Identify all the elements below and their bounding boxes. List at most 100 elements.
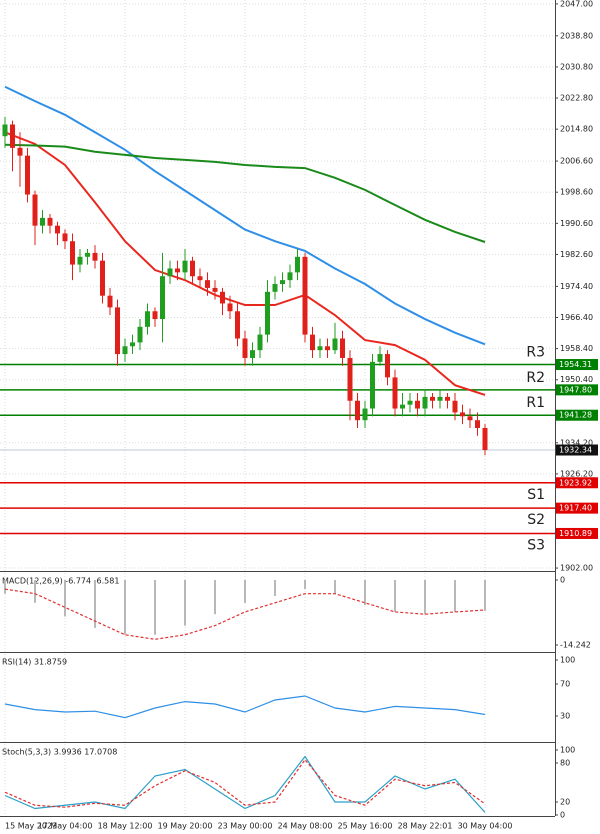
candle-body [17,147,23,156]
y-tick-label: 1998.60 [560,188,593,197]
y-tick-label: 1958.40 [560,344,593,353]
candle-body [385,354,390,378]
candle-body [362,408,368,421]
pivot-label: R2 [526,370,545,386]
candle-body [295,256,300,273]
pivot-label: R3 [526,345,545,361]
pivot-label: R1 [526,395,545,411]
y-tick-label: 2030.80 [560,62,593,71]
candle-body [190,260,195,277]
candle-body [415,400,420,409]
price-box [556,477,598,489]
candle-body [325,346,330,351]
price-box-label: 1941.28 [559,411,592,420]
price-box [556,527,598,539]
indicator-line [4,755,486,813]
candle-body [70,241,75,265]
candle-body [152,311,158,320]
y-tick-label: 20 [560,797,570,806]
indicator-line [4,85,486,346]
y-tick-label: -14.242 [560,640,591,649]
candle-body [467,416,473,421]
price-box [556,359,598,371]
y-tick-label: 2006.60 [560,157,593,166]
y-tick-label: 100 [560,656,575,665]
candle-body [475,420,480,428]
y-tick-label: 1902.00 [560,564,593,573]
candle-body [100,260,105,296]
candle-body [47,217,53,226]
x-tick-label: 24 May 08:00 [278,822,333,831]
price-box-label: 1954.31 [559,360,592,369]
x-tick-label: 19 May 20:00 [158,822,213,831]
candle-body [242,338,248,358]
candle-body [167,268,173,277]
y-tick-label: 30 [560,712,570,721]
candle-body [115,307,120,355]
y-tick-label: 1966.40 [560,313,593,322]
pivot-label: S3 [527,537,545,553]
candle-body [280,280,285,285]
candle-body [32,194,38,226]
candle-body [107,295,113,308]
candle-body [160,276,165,320]
candle-body [2,124,8,137]
indicator-line [4,588,486,640]
y-tick-label: 70 [560,680,570,689]
price-box [556,409,598,421]
candle-body [460,412,465,417]
candle-body [377,354,383,362]
price-box [556,502,598,514]
y-tick-label: 2022.80 [560,94,593,103]
price-box-label: 1917.40 [559,504,592,513]
candle-body [85,252,90,257]
candle-body [370,361,375,409]
last-price-label: 1932.34 [559,446,592,455]
y-tick-label: 1974.40 [560,282,593,291]
candle-body [347,357,353,401]
candle-body [25,155,30,195]
x-tick-label: 30 May 04:00 [458,822,513,831]
candle-body [182,260,188,273]
y-tick-label: 1982.60 [560,250,593,259]
x-tick-label: 17 May 04:00 [38,822,93,831]
price-box-label: 1923.92 [559,478,592,487]
y-tick-label: 0 [560,811,565,820]
y-tick-label: 1950.40 [560,375,593,384]
candle-body [332,338,338,351]
y-tick-label: 1934.20 [560,438,593,447]
candle-body [317,346,323,351]
price-box [556,384,598,396]
panel-title: Stoch(5,3,3) 3.9936 17.0708 [2,748,117,757]
candle-body [400,404,405,409]
candle-body [175,268,180,273]
candle-body [220,291,225,304]
y-tick-label: 1990.60 [560,219,593,228]
candle-body [340,338,345,358]
panel-title: MACD(12,26,9) -6.774 -6.581 [2,577,119,586]
candle-body [422,396,428,409]
panel-title: RSI(14) 31.8759 [2,658,67,667]
x-tick-label: 28 May 22:01 [398,822,453,831]
candle-body [407,400,413,405]
candle-body [392,377,398,409]
candle-body [92,252,98,261]
candle-body [430,396,435,401]
candle-body [122,346,128,355]
y-tick-label: 100 [560,745,575,754]
indicator-line [4,131,486,396]
pivot-label: S1 [527,487,545,503]
candle-body [212,287,218,292]
x-tick-label: 25 May 16:00 [338,822,393,831]
candle-body [437,396,443,401]
candle-body [482,427,488,451]
pivot-label: S2 [527,512,545,528]
candle-body [355,400,360,421]
candle-body [130,342,135,347]
candle-body [40,217,45,226]
x-tick-label: 15 May 2023 [5,822,57,831]
indicator-line [4,143,486,243]
y-tick-label: 1926.20 [560,469,593,478]
candle-body [137,326,143,343]
